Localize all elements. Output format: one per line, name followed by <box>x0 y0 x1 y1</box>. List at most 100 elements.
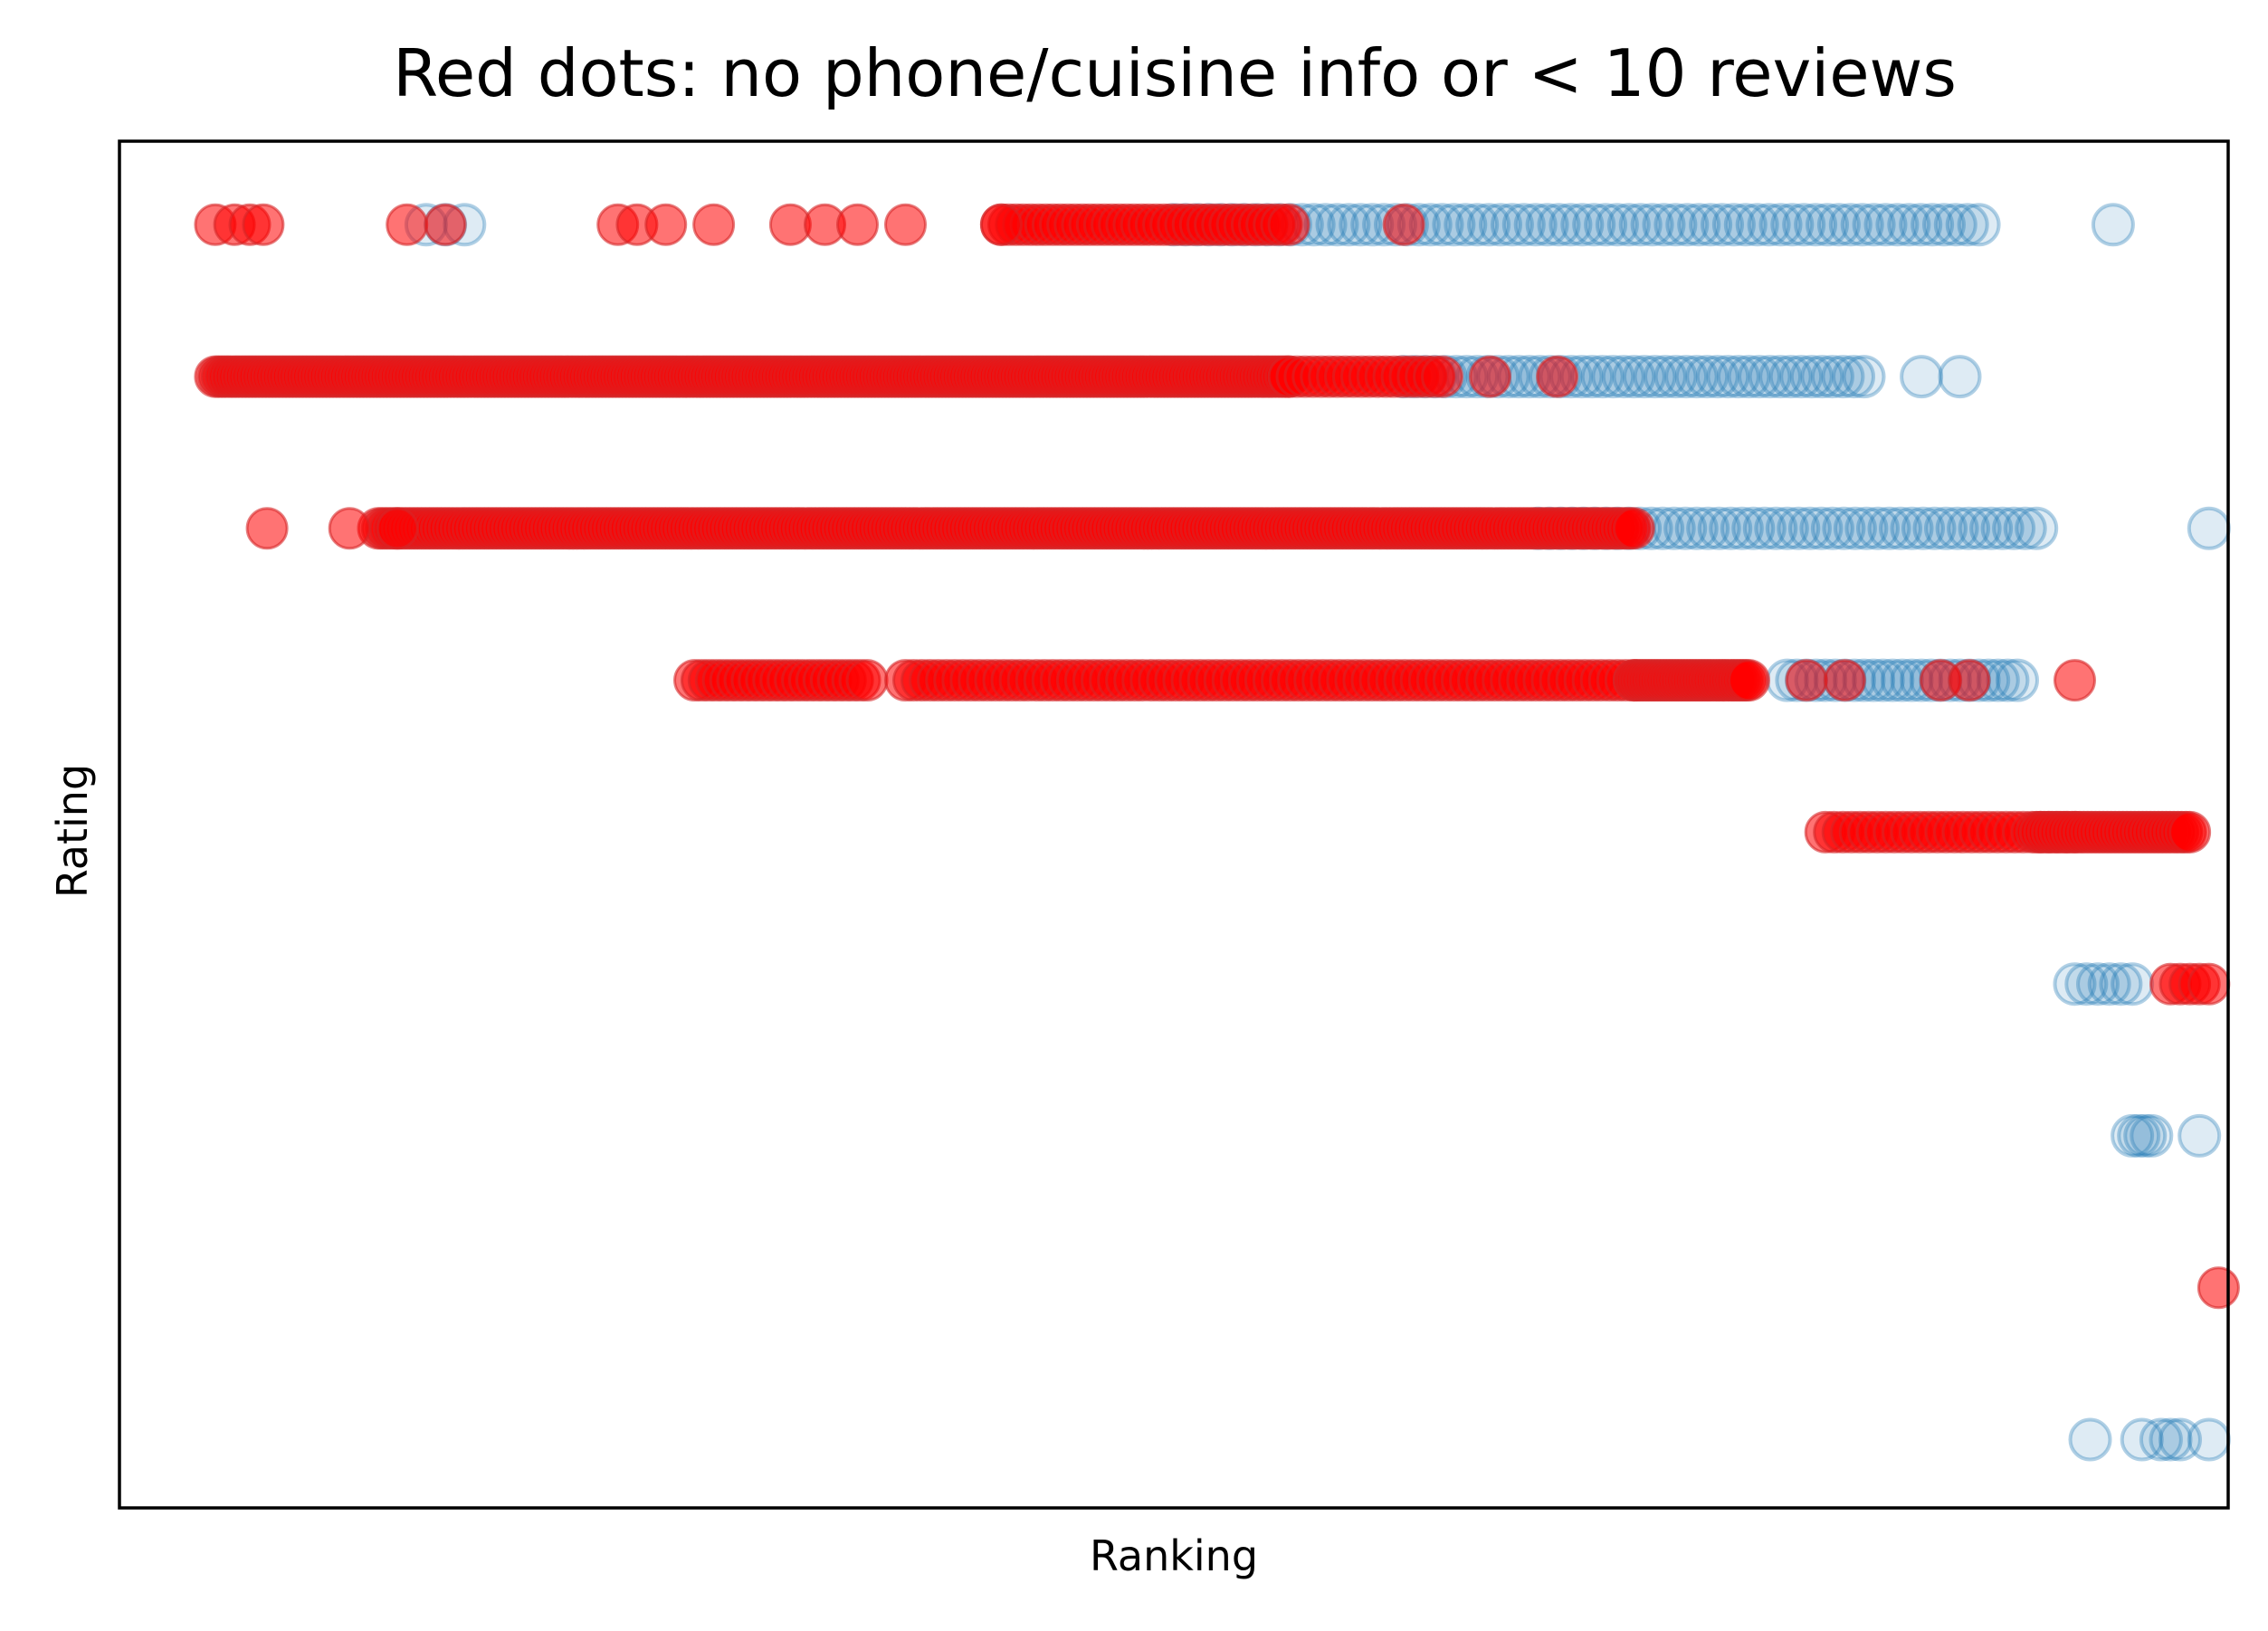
data-point-other <box>1664 355 1709 399</box>
data-point-flagged <box>242 203 285 246</box>
data-point-other <box>1833 506 1877 550</box>
data-point-other <box>1887 203 1931 247</box>
data-point-other <box>2099 962 2143 1006</box>
data-point-flagged <box>2187 962 2231 1006</box>
data-point-flagged <box>1536 355 1579 398</box>
data-point-flagged <box>376 507 419 550</box>
data-point-other <box>1806 203 1849 247</box>
data-point-other <box>1653 203 1698 247</box>
data-point-other <box>1748 355 1792 399</box>
data-point-other <box>1799 506 1844 550</box>
data-point-other <box>1779 355 1824 399</box>
data-point-other <box>1821 355 1865 399</box>
data-point-flagged <box>245 507 289 550</box>
data-point-other <box>1832 355 1875 399</box>
data-point-other <box>1840 203 1884 247</box>
data-point-flagged <box>644 203 688 246</box>
data-point-other <box>1444 203 1488 247</box>
data-point-other <box>2177 1113 2222 1158</box>
data-point-other <box>1765 506 1809 550</box>
data-point-other <box>1810 355 1854 399</box>
data-point-flagged <box>1469 355 1511 398</box>
data-point-other <box>1622 355 1666 399</box>
data-point-other <box>1572 203 1616 247</box>
data-point-other <box>2123 1113 2168 1158</box>
data-point-other <box>1867 506 1911 550</box>
chart-title: Red dots: no phone/cuisine info or < 10 … <box>393 35 1957 111</box>
data-point-flagged <box>1823 659 1866 702</box>
data-point-other <box>1911 203 1955 247</box>
data-point-other <box>1653 355 1698 399</box>
data-point-other <box>1716 355 1760 399</box>
data-point-other <box>1663 506 1708 550</box>
data-point-other <box>1938 355 1982 399</box>
data-point-other <box>1490 203 1534 247</box>
data-point-other <box>1933 203 1977 247</box>
data-point-flagged <box>1382 203 1425 246</box>
data-point-other <box>1822 506 1866 550</box>
data-point-other <box>2149 1417 2193 1462</box>
data-point-other <box>1723 203 1768 247</box>
data-point-other <box>1432 203 1476 247</box>
data-point-other <box>1467 203 1511 247</box>
data-point-other <box>1901 506 1945 550</box>
data-point-other <box>1800 355 1844 399</box>
data-point-flagged <box>424 203 467 246</box>
data-point-other <box>1980 506 2025 550</box>
data-point-other <box>1584 203 1628 247</box>
data-point-flagged <box>328 507 371 550</box>
data-point-other <box>1758 355 1803 399</box>
data-point-other <box>1525 203 1569 247</box>
data-point-other <box>1787 506 1832 550</box>
data-point-flagged <box>845 659 889 702</box>
data-point-other <box>1674 506 1719 550</box>
data-point-other <box>1689 203 1733 247</box>
data-point-other <box>1879 506 1922 550</box>
data-point-other <box>2130 1113 2174 1158</box>
data-point-other <box>1709 506 1753 550</box>
data-point-other <box>1644 355 1687 399</box>
data-point-flagged <box>836 203 879 246</box>
series-flagged <box>194 203 2240 1310</box>
data-point-other <box>1513 203 1558 247</box>
data-point-other <box>1327 203 1371 247</box>
data-point-flagged <box>386 203 429 246</box>
data-point-other <box>1742 506 1787 550</box>
x-axis-label: Ranking <box>1090 1531 1258 1580</box>
data-point-flagged <box>1948 659 1991 702</box>
data-point-flagged <box>979 203 1023 246</box>
y-axis-label: Rating <box>48 764 97 898</box>
data-point-other <box>1935 506 1979 550</box>
data-point-other <box>1754 506 1798 550</box>
data-point-other <box>1782 203 1826 247</box>
data-point-other <box>1770 203 1815 247</box>
data-point-other <box>1816 203 1861 247</box>
data-point-flagged <box>1612 507 1655 550</box>
data-point-flagged <box>2197 1266 2240 1310</box>
data-point-other <box>1701 203 1744 247</box>
data-point-other <box>1863 203 1908 247</box>
data-point-other <box>1612 355 1656 399</box>
data-point-other <box>1922 203 1966 247</box>
data-point-other <box>1957 203 2001 247</box>
data-point-other <box>2087 962 2131 1006</box>
data-point-other <box>1537 203 1581 247</box>
data-point-other <box>1706 355 1750 399</box>
data-point-other <box>1828 203 1873 247</box>
data-point-other <box>1844 506 1889 550</box>
data-point-other <box>1479 203 1522 247</box>
data-point-other <box>1455 203 1500 247</box>
data-point-other <box>2053 962 2097 1006</box>
data-point-other <box>1630 203 1674 247</box>
data-point-other <box>1642 203 1686 247</box>
data-point-other <box>1315 203 1359 247</box>
data-point-other <box>1618 203 1663 247</box>
data-point-other <box>2117 1113 2161 1158</box>
data-point-other <box>1958 506 2002 550</box>
plot-frame <box>118 139 2230 1510</box>
data-point-flagged <box>1785 659 1828 702</box>
data-point-other <box>1560 203 1605 247</box>
data-point-other <box>1747 203 1791 247</box>
